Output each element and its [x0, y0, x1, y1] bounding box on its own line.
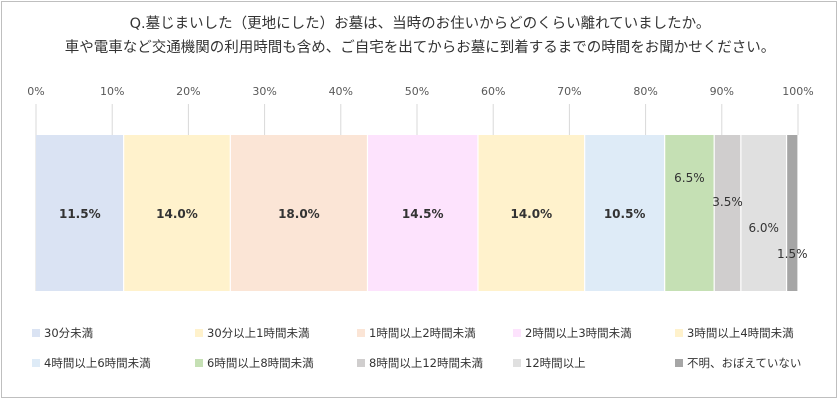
- data-label: 3.5%: [712, 195, 743, 209]
- legend-swatch: [513, 359, 521, 367]
- x-tick-label: 50%: [405, 85, 429, 98]
- legend-item: 30分未満: [32, 325, 93, 341]
- legend-item: 不明、おぼえていない: [675, 355, 801, 371]
- data-label: 11.5%: [59, 207, 101, 221]
- legend-label: 30分以上1時間未満: [207, 326, 310, 340]
- legend-swatch: [675, 329, 683, 337]
- legend-item: 2時間以上3時間未満: [513, 325, 632, 341]
- bar-segment: [367, 135, 478, 291]
- x-tick-label: 10%: [100, 85, 124, 98]
- legend-item: 12時間以上: [513, 355, 586, 371]
- chart-title-line-2: 車や電車など交通機関の利用時間も含め、ご自宅を出てからお墓に到着するまでの時間を…: [64, 40, 776, 56]
- legend-swatch: [32, 329, 40, 337]
- bar-segment: [740, 135, 787, 291]
- legend-item: 1時間以上2時間未満: [357, 325, 476, 341]
- x-tick-label: 60%: [481, 85, 505, 98]
- data-label: 10.5%: [604, 207, 646, 221]
- legend-label: 3時間以上4時間未満: [687, 326, 794, 340]
- bar-segment: [230, 135, 368, 291]
- legend-item: 4時間以上6時間未満: [32, 355, 151, 371]
- bar-segment: [584, 135, 665, 291]
- legend-item: 3時間以上4時間未満: [675, 325, 794, 341]
- legend-label: 4時間以上6時間未満: [44, 356, 151, 370]
- legend-item: 30分以上1時間未満: [195, 325, 309, 341]
- x-tick-label: 100%: [782, 85, 813, 98]
- bar-segment: [664, 135, 715, 291]
- legend-label: 12時間以上: [525, 356, 586, 370]
- data-label: 6.5%: [674, 171, 705, 185]
- x-tick-label: 80%: [633, 85, 657, 98]
- legend-label: 2時間以上3時間未満: [525, 326, 632, 340]
- x-tick-label: 90%: [710, 85, 734, 98]
- legend-swatch: [195, 329, 203, 337]
- legend-label: 1時間以上2時間未満: [369, 326, 476, 340]
- legend-swatch: [195, 359, 203, 367]
- chart-title-line-1: Q.墓じまいした（更地にした）お墓は、当時のお住いからどのくらい離れていましたか…: [129, 16, 711, 32]
- bar-segment: [477, 135, 585, 291]
- legend-label: 30分未満: [44, 326, 94, 340]
- x-tick-label: 20%: [176, 85, 200, 98]
- data-label: 14.0%: [510, 207, 552, 221]
- legend-label: 6時間以上8時間未満: [207, 356, 314, 370]
- x-tick-label: 40%: [329, 85, 353, 98]
- data-label: 6.0%: [748, 221, 779, 235]
- legend-item: 6時間以上8時間未満: [195, 355, 314, 371]
- bar-segment: [123, 135, 231, 291]
- bar-segment: [714, 135, 741, 291]
- legend-swatch: [32, 359, 40, 367]
- legend-label: 不明、おぼえていない: [687, 356, 802, 370]
- bar-segment: [36, 135, 124, 291]
- data-label: 14.0%: [156, 207, 198, 221]
- x-tick-label: 70%: [557, 85, 581, 98]
- data-label: 1.5%: [777, 247, 808, 261]
- legend-swatch: [357, 329, 365, 337]
- legend-item: 8時間以上12時間未満: [357, 355, 483, 371]
- legend-swatch: [357, 359, 365, 367]
- data-label: 14.5%: [402, 207, 444, 221]
- x-tick-label: 30%: [252, 85, 276, 98]
- data-label: 18.0%: [278, 207, 320, 221]
- bar-segment: [786, 135, 798, 291]
- legend-swatch: [513, 329, 521, 337]
- legend-swatch: [675, 359, 683, 367]
- x-tick-label: 0%: [27, 85, 44, 98]
- legend-label: 8時間以上12時間未満: [369, 356, 483, 370]
